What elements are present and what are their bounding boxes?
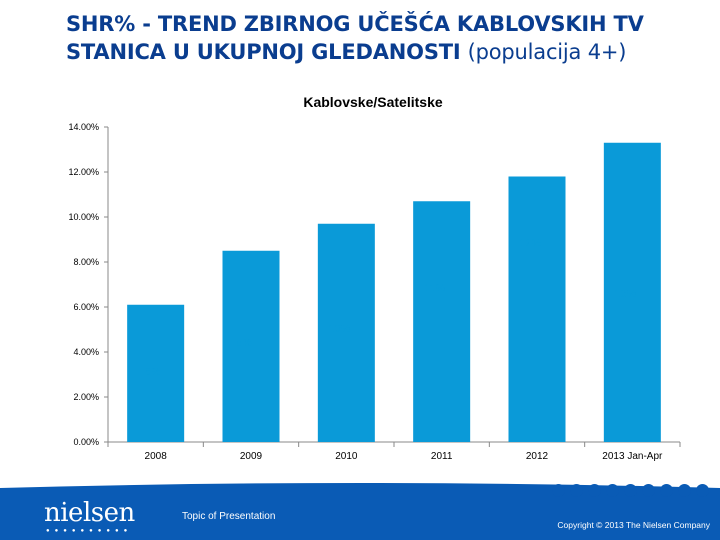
data-label: 13% xyxy=(614,288,636,300)
y-tick-label: 10.00% xyxy=(68,212,99,222)
x-tick-label: 2011 xyxy=(431,451,453,462)
bar xyxy=(317,223,375,442)
dot xyxy=(588,484,601,497)
dot xyxy=(606,484,619,497)
data-label: 8% xyxy=(236,337,252,349)
x-tick-label: 2013 Jan-Apr xyxy=(602,451,663,462)
dot xyxy=(570,484,583,497)
x-tick-label: 2008 xyxy=(145,451,168,462)
y-tick-label: 14.00% xyxy=(68,122,99,132)
x-tick-label: 2012 xyxy=(526,451,549,462)
copyright-text: Copyright © 2013 The Nielsen Company xyxy=(557,520,710,530)
page-title: SHR% - TREND ZBIRNOG UČEŠĆA KABLOVSKIH T… xyxy=(66,10,706,66)
footer-curve xyxy=(0,482,720,488)
dot xyxy=(642,484,655,497)
bar xyxy=(603,142,661,442)
data-label: 10% xyxy=(328,323,350,335)
title-main: SHR% - TREND ZBIRNOG UČEŠĆA KABLOVSKIH T… xyxy=(66,12,644,64)
y-tick-label: 4.00% xyxy=(73,347,99,357)
data-label: 6% xyxy=(145,366,161,378)
bar xyxy=(222,250,280,442)
logo-dots: ●●●●●●●●●● xyxy=(46,528,133,534)
data-label: 12% xyxy=(519,238,541,250)
nielsen-logo: nielsen xyxy=(44,498,135,528)
bar xyxy=(508,176,566,442)
decorative-dots xyxy=(552,484,709,497)
x-tick-label: 2009 xyxy=(240,451,263,462)
y-tick-label: 12.00% xyxy=(68,167,99,177)
dot xyxy=(678,484,691,497)
dot xyxy=(552,484,565,497)
dot xyxy=(660,484,673,497)
y-tick-label: 6.00% xyxy=(73,302,99,312)
y-tick-label: 0.00% xyxy=(73,437,99,447)
bar xyxy=(413,201,471,442)
y-tick-label: 8.00% xyxy=(73,257,99,267)
dot xyxy=(624,484,637,497)
data-label: 11% xyxy=(424,282,445,294)
y-tick-label: 2.00% xyxy=(73,392,99,402)
bar xyxy=(127,304,185,442)
x-tick-label: 2010 xyxy=(335,451,358,462)
title-subtitle: (populacija 4+) xyxy=(467,40,627,64)
bar-chart: Kablovske/Satelitske 0.00% 2.00% 4.00% 6.00%… xyxy=(68,94,681,462)
dot xyxy=(696,484,709,497)
chart-title: Kablovske/Satelitske xyxy=(303,94,443,110)
topic-of-presentation: Topic of Presentation xyxy=(182,511,276,522)
